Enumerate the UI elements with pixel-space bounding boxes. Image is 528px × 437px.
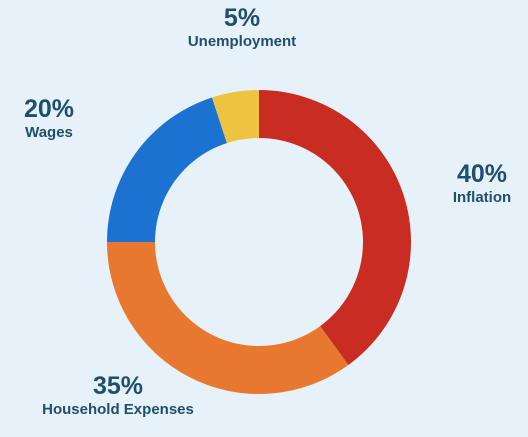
wages-percent: 20%	[23, 95, 75, 123]
wages-name: Wages	[25, 124, 73, 141]
inflation-name: Inflation	[452, 189, 512, 206]
inflation-percent: 40%	[456, 160, 508, 188]
label-wages: 20% Wages	[24, 95, 74, 142]
label-household-expenses: 35% Household Expenses	[42, 372, 194, 419]
donut-hole	[155, 138, 363, 346]
label-inflation: 40% Inflation	[453, 160, 511, 207]
household-expenses-name: Household Expenses	[42, 401, 194, 418]
unemployment-name: Unemployment	[187, 33, 297, 50]
label-unemployment: 5% Unemployment	[188, 4, 296, 51]
unemployment-percent: 5%	[223, 4, 261, 32]
household-expenses-percent: 35%	[92, 372, 144, 400]
